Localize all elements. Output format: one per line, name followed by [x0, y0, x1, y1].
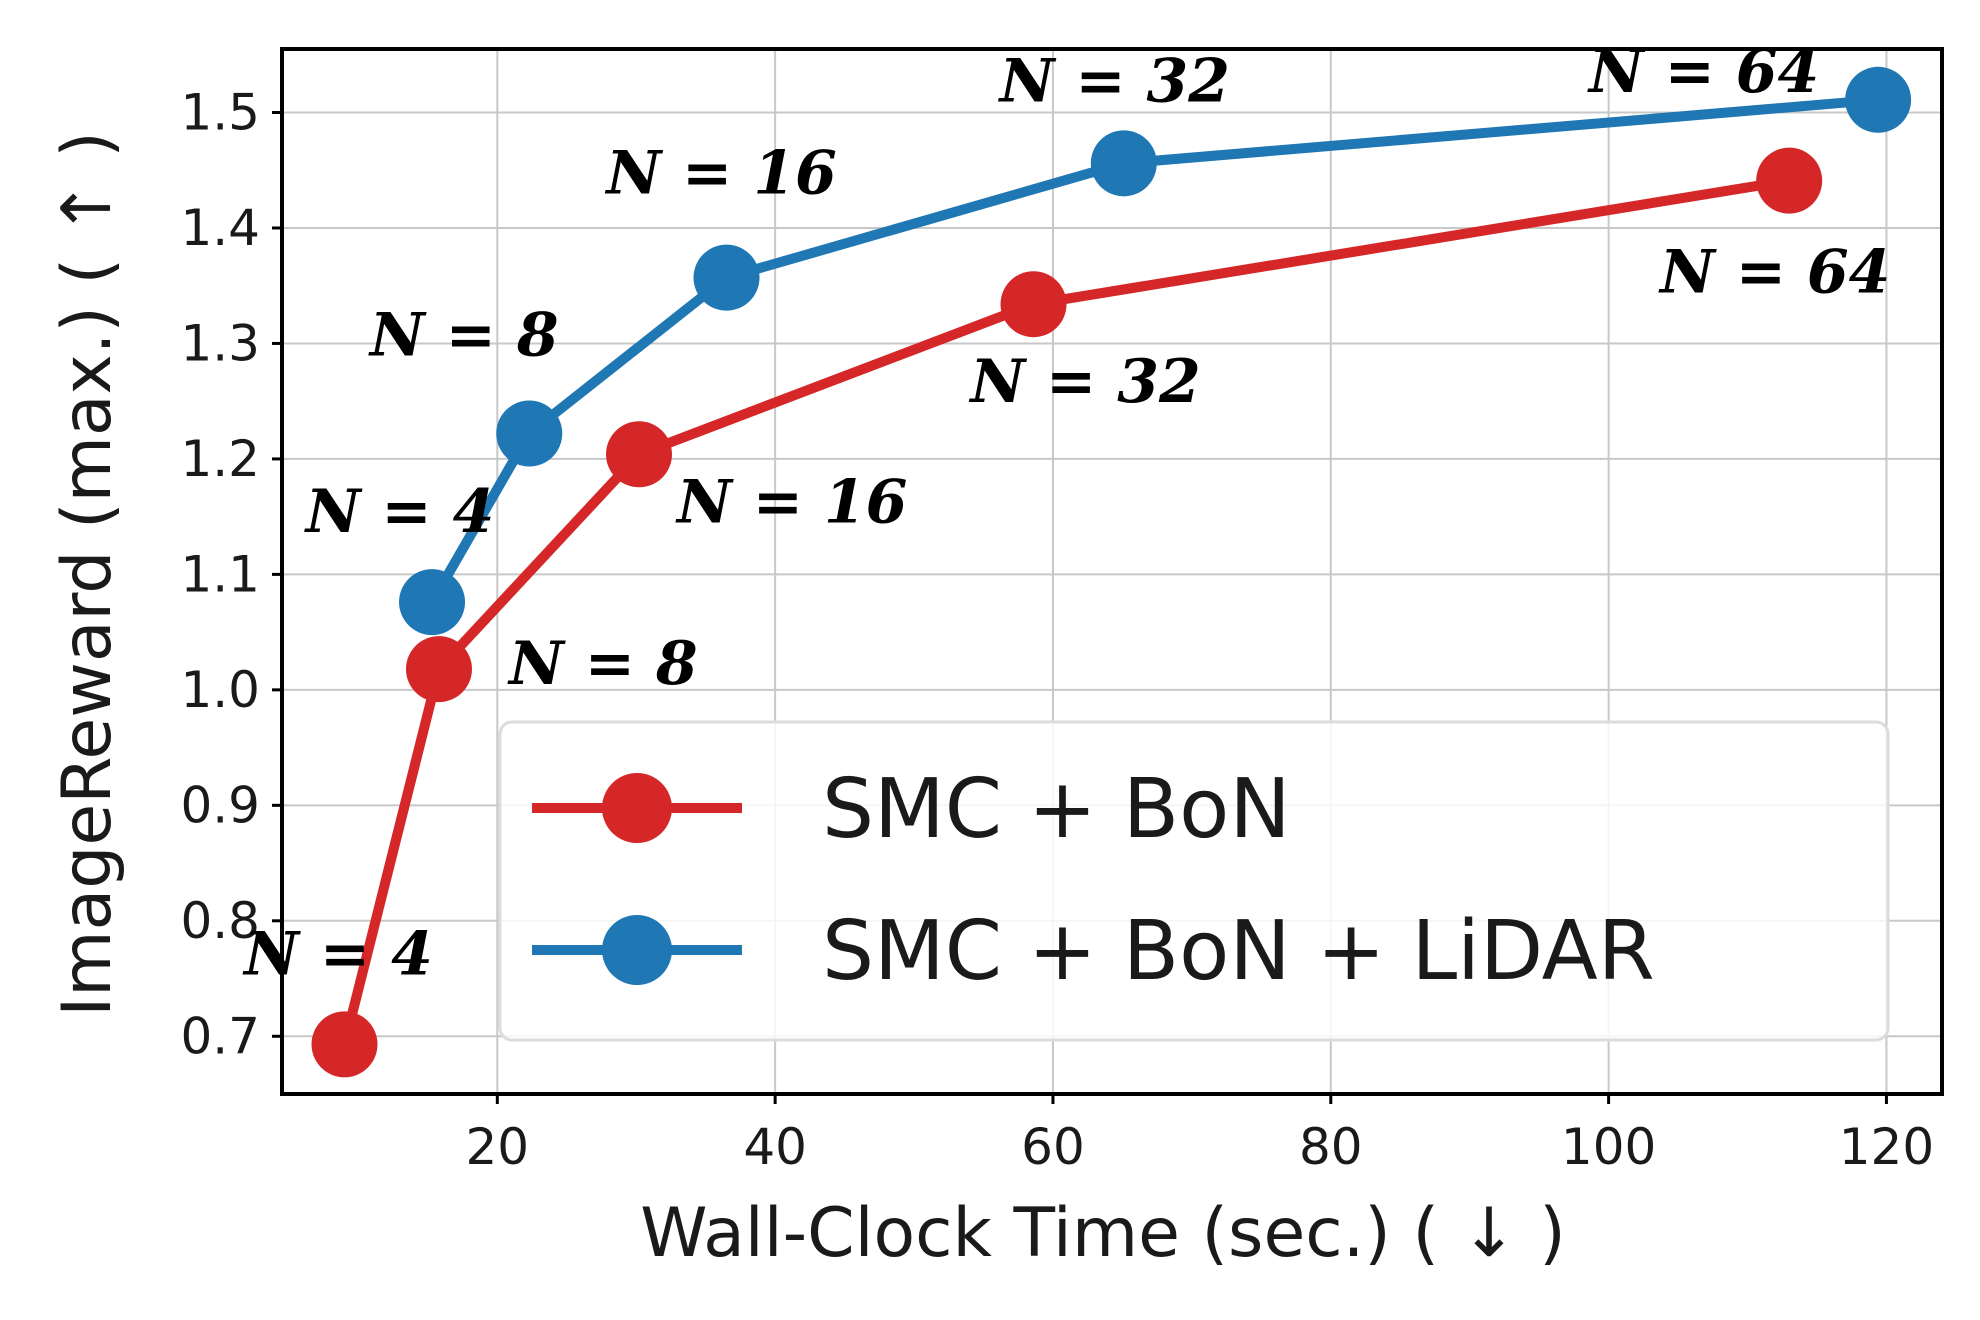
y-axis-title: ImageReward (max.) ( ↑ )	[48, 131, 127, 1017]
point-label-0: N = 4	[242, 919, 433, 989]
y-tick-label: 1.1	[180, 545, 260, 603]
series	[311, 66, 1912, 1078]
y-tick-label: 0.9	[180, 776, 260, 834]
grid	[282, 49, 1942, 1094]
x-tick-label: 120	[1839, 1118, 1934, 1176]
y-tick-label: 1.2	[180, 430, 260, 488]
y-tick-label: 0.7	[180, 1007, 260, 1065]
axes: 20 40 60 80 100 120 0.7 0.8 0.9 1.0 1.1 1.2 1.3 1.4 1.…	[180, 47, 1944, 1176]
point-label-0: N = 64	[1658, 238, 1890, 308]
data-point-0	[405, 636, 472, 703]
point-label-0: N = 8	[507, 629, 698, 699]
data-point-0	[311, 1011, 378, 1078]
data-point-1	[693, 244, 760, 311]
y-tick-label: 1.5	[180, 84, 260, 142]
legend-marker-0	[602, 773, 672, 843]
legend-box	[498, 720, 1890, 1042]
point-label-1: N = 32	[998, 46, 1230, 116]
x-axis-title: Wall-Clock Time (sec.) ( ↓ )	[640, 1194, 1565, 1273]
point-label-1: N = 4	[304, 477, 495, 547]
legend-label-1: SMC + BoN + LiDAR	[822, 904, 1655, 999]
legend: SMC + BoN SMC + BoN + LiDAR	[498, 720, 1890, 1042]
data-point-1	[496, 400, 563, 467]
data-point-1	[1090, 130, 1157, 197]
point-label-0: N = 16	[675, 467, 907, 537]
legend-marker-1	[602, 915, 672, 985]
x-tick-label: 40	[743, 1118, 807, 1176]
point-label-1: N = 64	[1587, 37, 1819, 107]
data-point-1	[399, 569, 466, 636]
y-tick-label: 1.4	[180, 199, 260, 257]
y-tick-label: 1.3	[180, 314, 260, 372]
x-tick-label: 80	[1299, 1118, 1363, 1176]
point-label-1: N = 16	[604, 139, 836, 209]
data-point-0	[1756, 147, 1823, 214]
point-label-1: N = 8	[368, 301, 559, 371]
x-tick-label: 20	[466, 1118, 530, 1176]
data-point-0	[1000, 271, 1067, 338]
data-point-1	[1845, 66, 1912, 133]
point-label-0: N = 32	[968, 347, 1200, 417]
point-labels: N = 4 N = 8 N = 16 N = 32 N = 64 N = 4 N = 8 N …	[242, 37, 1890, 990]
y-tick-label: 0.8	[180, 892, 260, 950]
data-point-0	[606, 421, 673, 488]
x-tick-label: 60	[1021, 1118, 1085, 1176]
legend-label-0: SMC + BoN	[822, 762, 1291, 857]
plot-frame	[280, 47, 1944, 1096]
y-tick-label: 1.0	[180, 661, 260, 719]
x-tick-label: 100	[1561, 1118, 1656, 1176]
